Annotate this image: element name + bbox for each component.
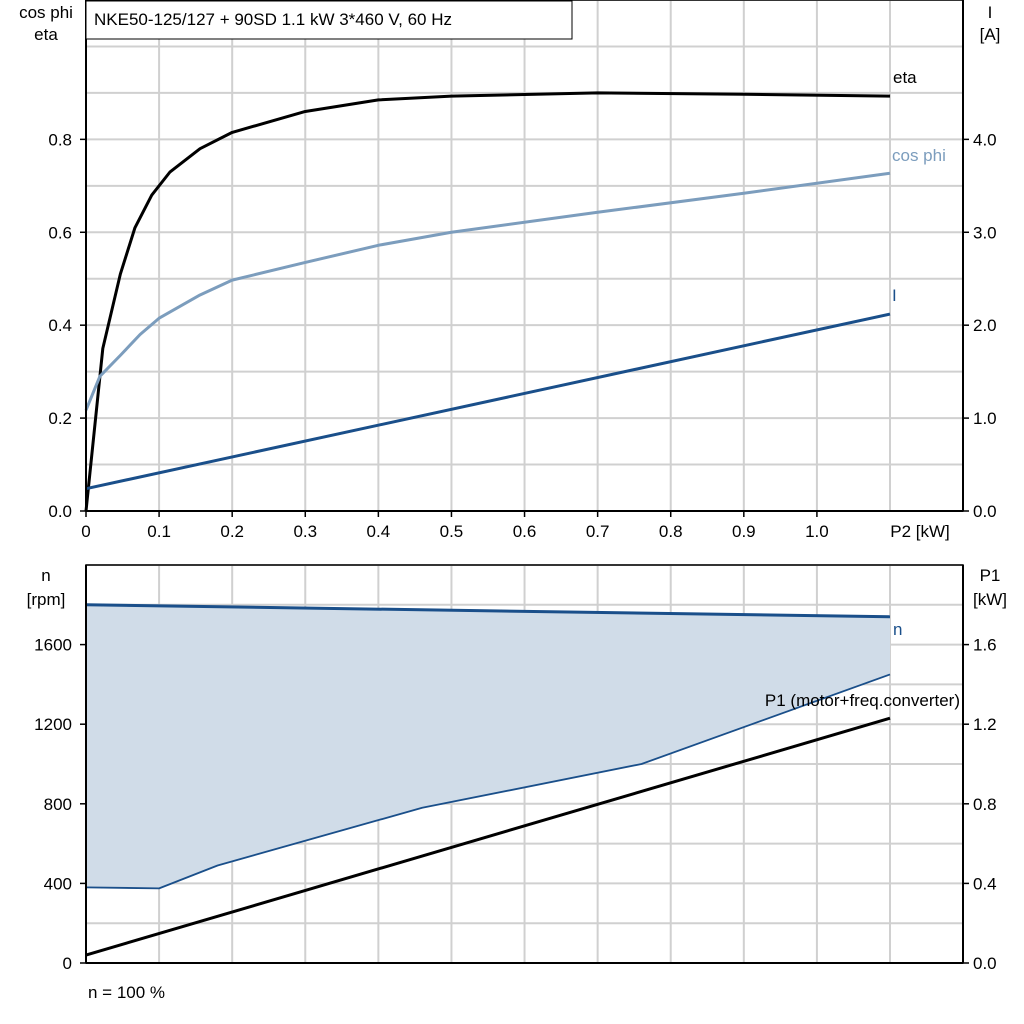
y-tick-label-left: 0: [63, 954, 72, 973]
y-axis-label-left: cos phi: [19, 3, 73, 22]
y-tick-label-right: 4.0: [973, 130, 997, 149]
title-box: [85, 0, 573, 40]
series-line-eta: [84, 91, 891, 512]
x-tick-label: 0.5: [440, 522, 464, 541]
series-line-min-speed: [85, 673, 891, 890]
y-axis-label-left: n: [41, 566, 50, 585]
series-label: n: [893, 620, 902, 639]
series-label: I: [892, 286, 897, 305]
y-tick-label-left: 400: [44, 874, 72, 893]
x-tick-label: 0.4: [367, 522, 391, 541]
x-tick-label: 0.8: [659, 522, 683, 541]
y-tick-label-right: 3.0: [973, 223, 997, 242]
x-tick-label: 1.0: [805, 522, 829, 541]
x-axis-label: P2 [kW]: [890, 522, 950, 541]
y-tick-label-left: 0.8: [48, 130, 72, 149]
y-axis-label-right: [kW]: [973, 590, 1007, 609]
series-label: cos phi: [892, 146, 946, 165]
y-tick-label-left: 800: [44, 795, 72, 814]
x-tick-label: 0.7: [586, 522, 610, 541]
y-tick-label-right: 1.6: [973, 636, 997, 655]
y-tick-label-left: 1600: [34, 636, 72, 655]
x-tick-label: 0.1: [147, 522, 171, 541]
series-label: P1 (motor+freq.converter): [765, 691, 960, 710]
series-line-P1-motor-freq-converter-: [85, 716, 891, 957]
y-tick-label-right: 1.2: [973, 715, 997, 734]
x-tick-label: 0: [81, 522, 90, 541]
series-line-n: [85, 603, 891, 619]
y-axis-label-right: I: [988, 3, 993, 22]
x-tick-label: 0.6: [513, 522, 537, 541]
y-tick-label-left: 0.0: [48, 502, 72, 521]
y-axis-label-right: P1: [980, 566, 1001, 585]
y-tick-label-left: 1200: [34, 715, 72, 734]
chart-title: NKE50-125/127 + 90SD 1.1 kW 3*460 V, 60 …: [94, 10, 452, 29]
y-axis-label-left: eta: [34, 25, 58, 44]
footnote: n = 100 %: [88, 983, 165, 1002]
x-tick-label: 0.3: [293, 522, 317, 541]
y-tick-label-right: 0.8: [973, 795, 997, 814]
x-tick-label: 0.9: [732, 522, 756, 541]
y-tick-label-right: 0.0: [973, 954, 997, 973]
y-tick-label-right: 0.0: [973, 502, 997, 521]
operating-range-area: [86, 604, 890, 889]
y-tick-label-right: 0.4: [973, 874, 997, 893]
y-tick-label-left: 0.4: [48, 316, 72, 335]
x-tick-label: 0.2: [220, 522, 244, 541]
series-label: eta: [893, 68, 917, 87]
series-line-I: [85, 312, 891, 491]
y-tick-label-left: 0.6: [48, 223, 72, 242]
series-line-cos-phi: [84, 171, 891, 411]
y-axis-label-left: [rpm]: [27, 590, 66, 609]
y-tick-label-left: 0.2: [48, 409, 72, 428]
y-tick-label-right: 2.0: [973, 316, 997, 335]
y-tick-label-right: 1.0: [973, 409, 997, 428]
y-axis-label-right: [A]: [980, 25, 1001, 44]
